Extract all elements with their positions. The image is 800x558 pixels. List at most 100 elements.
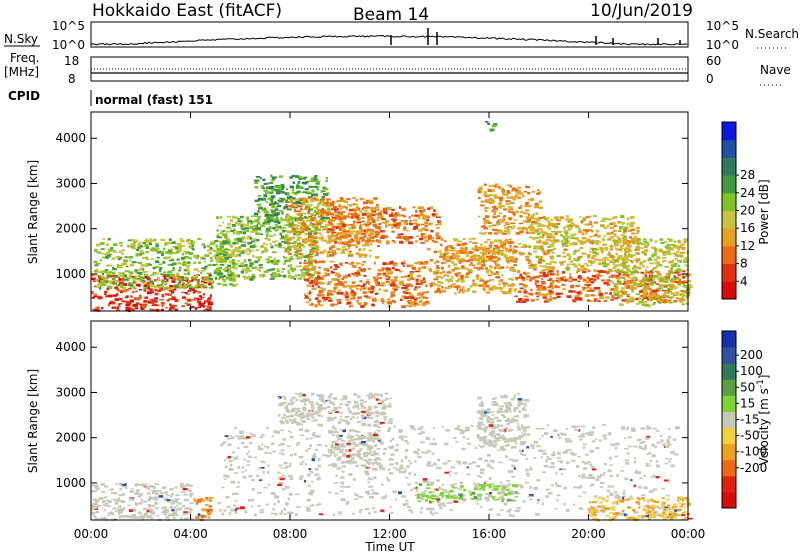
heatmap-cell [434,262,437,264]
heatmap-cell [131,515,136,517]
heatmap-cell [242,250,246,252]
heatmap-cell [537,192,540,195]
heatmap-cell [360,199,365,201]
heatmap-cell [348,251,352,253]
heatmap-cell [478,216,480,218]
heatmap-cell [257,204,262,206]
heatmap-cell [490,202,492,204]
heatmap-cell [187,499,189,502]
heatmap-cell [209,505,213,507]
heatmap-cell [239,265,243,267]
heatmap-cell [608,257,613,259]
heatmap-cell [149,238,152,241]
heatmap-cell [184,494,188,496]
heatmap-cell [484,246,486,248]
heatmap-cell [555,273,560,276]
heatmap-cell [416,283,419,285]
heatmap-cell [230,230,234,232]
heatmap-cell [183,488,188,490]
heatmap-cell [642,277,645,279]
heatmap-cell [315,227,318,229]
heatmap-cell [298,232,300,234]
heatmap-cell [138,269,140,271]
colorbar-tick-label: 20 [740,204,755,218]
heatmap-cell [116,288,119,290]
heatmap-cell [678,265,680,267]
heatmap-cell [142,304,147,306]
heatmap-cell [133,240,138,243]
heatmap-cell [515,277,520,279]
heatmap-cell [671,292,673,295]
heatmap-cell [279,513,283,515]
heatmap-cell [305,233,308,235]
heatmap-cell [362,221,366,223]
heatmap-cell [593,215,597,217]
heatmap-cell [421,451,424,453]
heatmap-cell [488,275,492,277]
heatmap-cell [599,296,604,299]
heatmap-cell [673,293,677,295]
heatmap-cell [480,472,485,474]
heatmap-cell [375,231,379,234]
heatmap-cell [625,247,628,250]
heatmap-cell [522,195,525,198]
heatmap-cell [578,263,581,265]
heatmap-cell [324,219,327,221]
heatmap-cell [486,256,490,258]
heatmap-cell [481,260,485,262]
heatmap-cell [380,211,383,214]
heatmap-cell [381,282,385,285]
nsky-tick-bottom: 10^0 [52,38,85,52]
heatmap-cell [337,292,340,295]
heatmap-cell [336,273,340,276]
heatmap-cell [357,285,360,287]
heatmap-cell [373,224,376,227]
heatmap-cell [599,293,603,296]
heatmap-cell [161,309,164,311]
heatmap-cell [308,260,310,263]
heatmap-cell [578,275,582,278]
heatmap-cell [369,250,372,252]
heatmap-cell [166,495,170,497]
heatmap-cell [116,293,118,296]
heatmap-cell [672,260,674,263]
heatmap-cell [120,485,122,487]
heatmap-cell [497,215,500,217]
heatmap-cell [246,229,250,232]
heatmap-cell [162,294,164,297]
heatmap-cell [591,225,594,227]
heatmap-cell [390,271,394,274]
heatmap-cell [522,279,526,281]
heatmap-cell [625,258,629,260]
heatmap-cell [291,270,294,272]
heatmap-cell [169,309,172,311]
heatmap-cell [185,293,190,295]
heatmap-cell [489,185,493,187]
heatmap-cell [144,501,148,503]
heatmap-cell [267,214,272,216]
heatmap-cell [594,299,597,302]
heatmap-cell [261,434,264,436]
heatmap-cell [108,238,111,241]
heatmap-cell [392,491,396,493]
heatmap-cell [166,307,168,309]
heatmap-cell [676,287,679,289]
heatmap-cell [124,279,129,281]
heatmap-cell [464,260,467,262]
heatmap-cell [356,288,359,290]
heatmap-cell [430,230,433,233]
heatmap-cell [573,252,576,254]
heatmap-cell [158,251,162,253]
heatmap-cell [198,303,202,305]
heatmap-cell [569,256,571,258]
heatmap-cell [501,205,505,207]
heatmap-cell [130,295,132,297]
heatmap-cell [524,295,527,297]
heatmap-cell [666,291,668,294]
heatmap-cell [332,272,336,274]
heatmap-cell [623,265,627,268]
heatmap-cell [372,300,377,302]
heatmap-cell [220,264,225,266]
heatmap-cell [513,264,517,266]
heatmap-cell [584,279,586,281]
